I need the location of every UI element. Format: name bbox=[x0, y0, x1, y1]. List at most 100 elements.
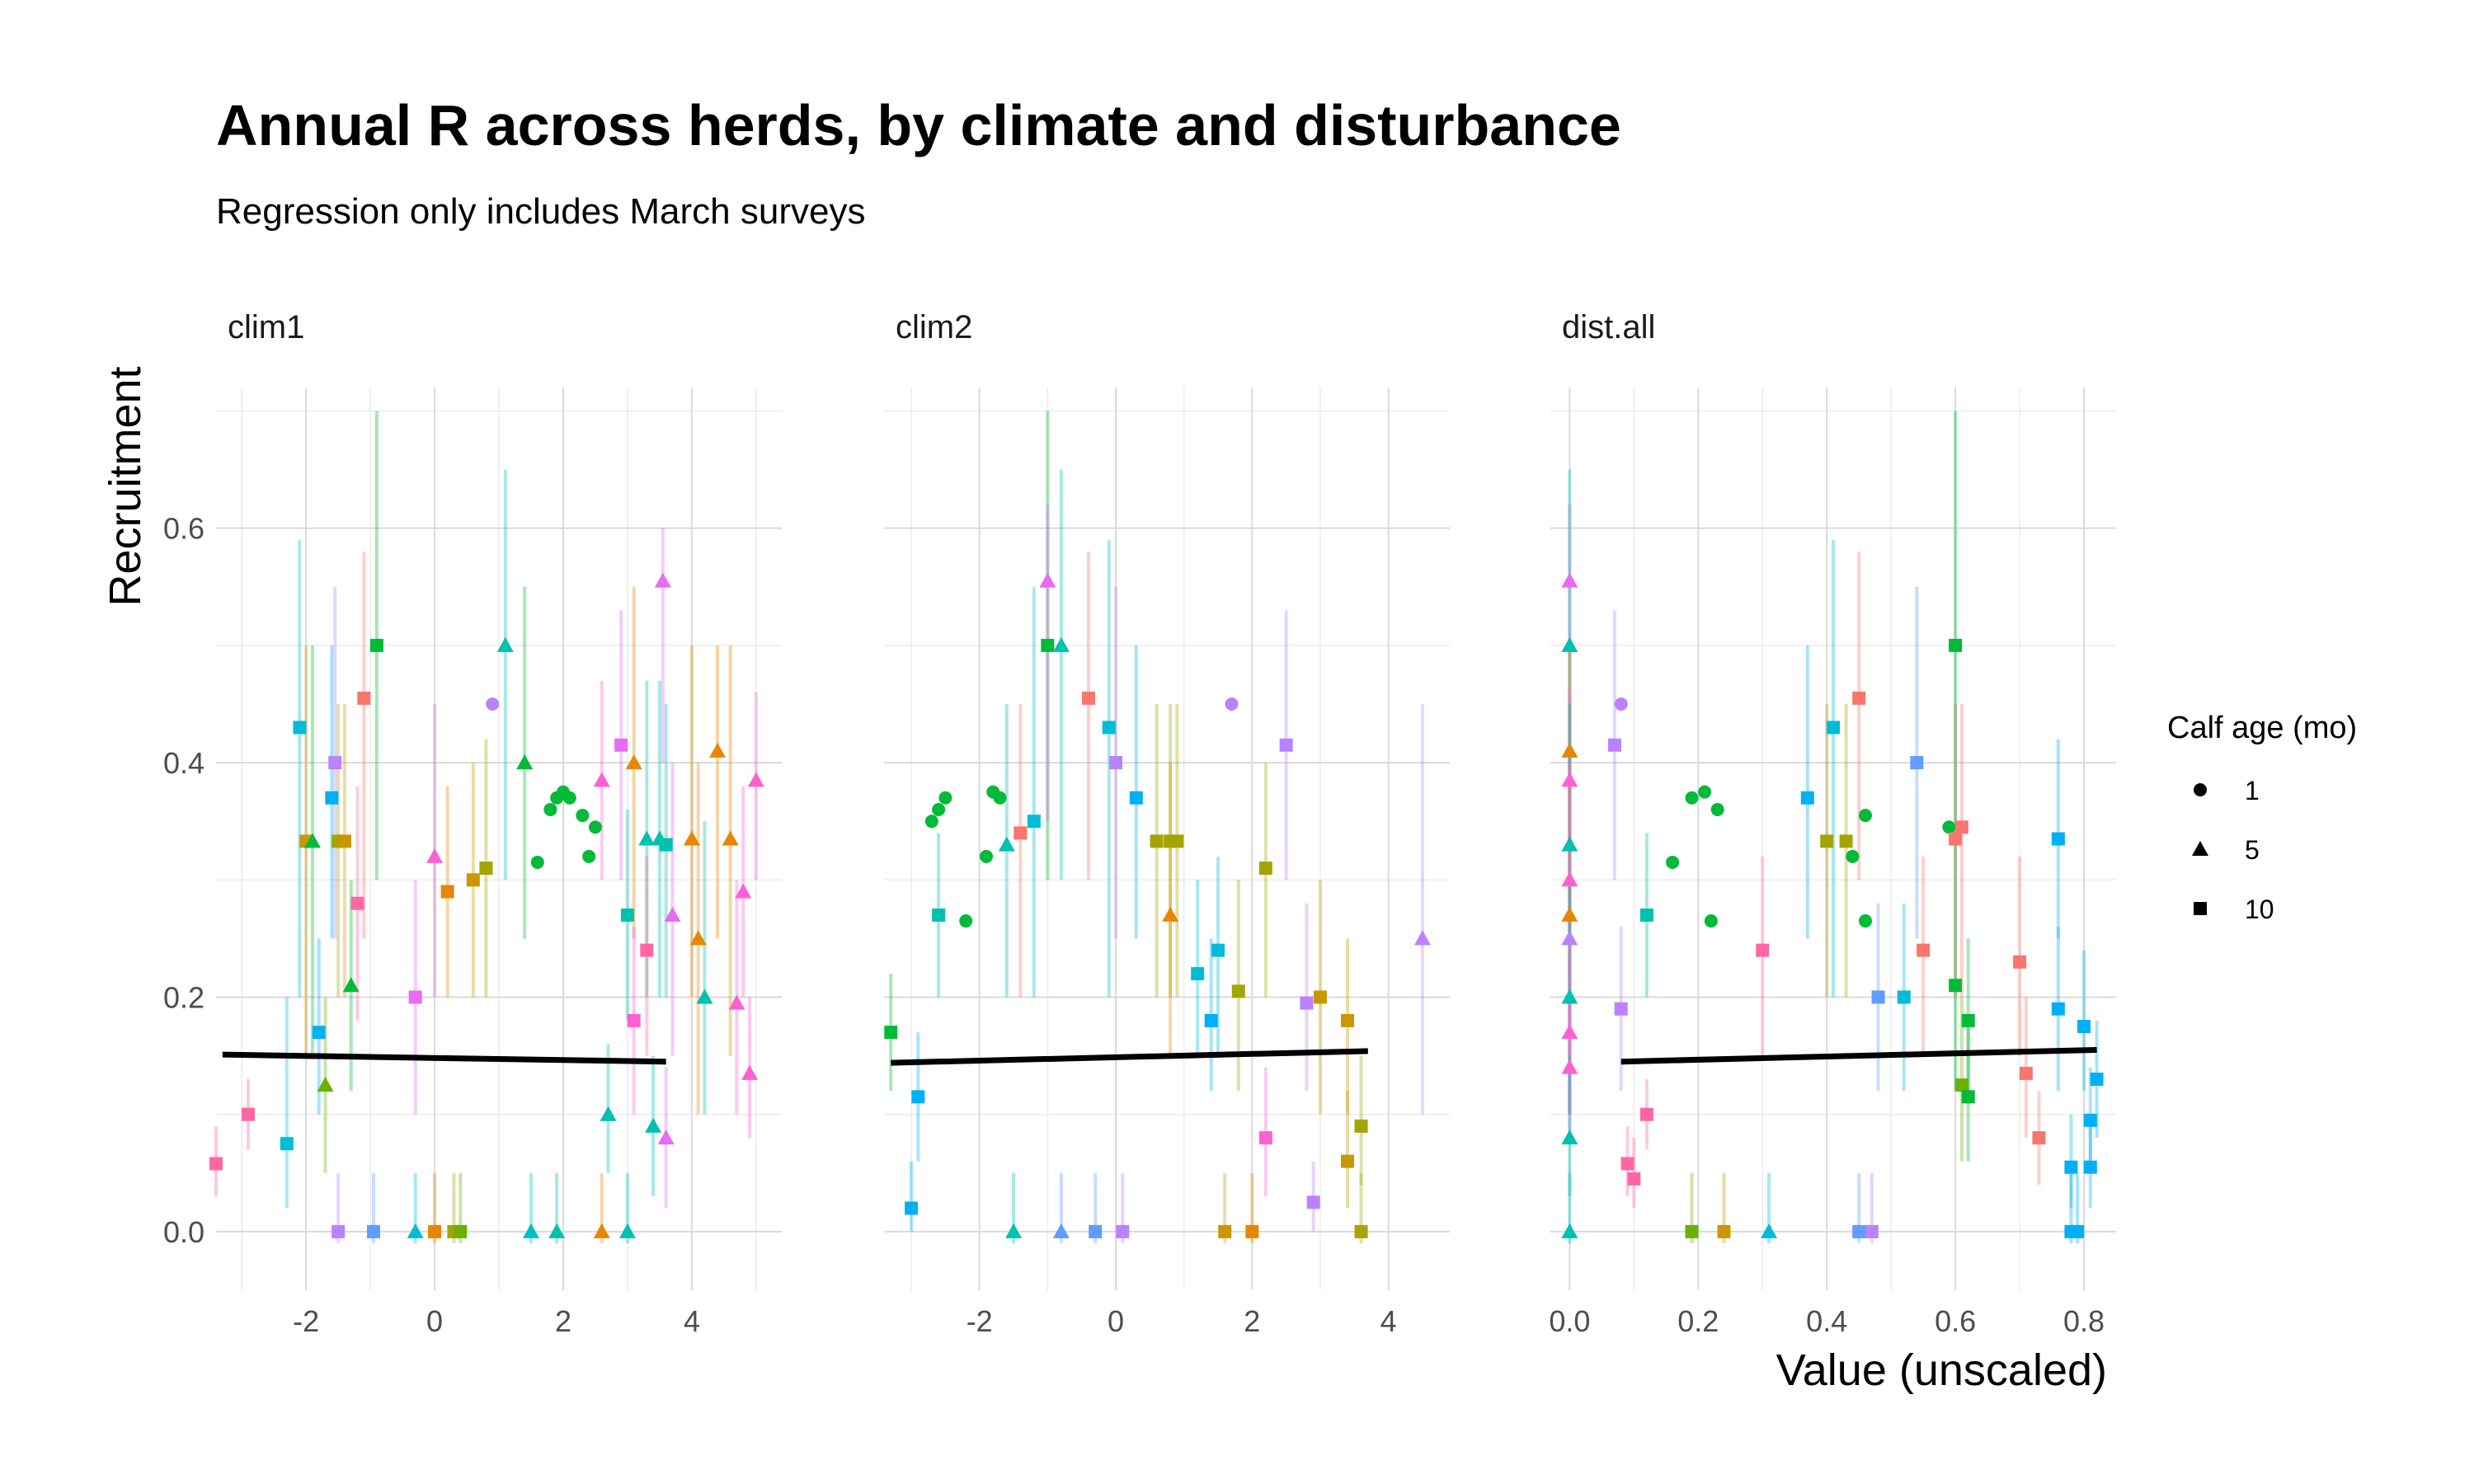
data-point bbox=[516, 754, 534, 770]
data-point bbox=[993, 791, 1007, 805]
data-point bbox=[2090, 1073, 2104, 1087]
data-point bbox=[2083, 1113, 2097, 1127]
data-point bbox=[479, 862, 493, 876]
data-point bbox=[1561, 1024, 1578, 1040]
legend-label: 1 bbox=[2245, 776, 2260, 805]
data-point bbox=[905, 1201, 919, 1215]
data-point bbox=[1561, 572, 1578, 588]
data-point bbox=[638, 830, 656, 846]
data-point bbox=[664, 906, 681, 922]
data-point bbox=[1639, 1107, 1653, 1121]
data-point bbox=[325, 791, 339, 805]
x-tick-label: 2 bbox=[1244, 1304, 1260, 1338]
data-point bbox=[1027, 815, 1041, 829]
x-tick-label: 0.0 bbox=[1549, 1304, 1590, 1338]
data-point bbox=[1109, 756, 1123, 770]
data-point bbox=[625, 754, 642, 770]
data-point bbox=[369, 638, 383, 652]
x-tick-label: 2 bbox=[555, 1304, 571, 1338]
panel-strip-label: clim1 bbox=[228, 309, 304, 345]
data-point bbox=[293, 721, 307, 735]
panel-strip-label: dist.all bbox=[1562, 309, 1655, 345]
data-point bbox=[1839, 834, 1853, 848]
data-point bbox=[357, 691, 371, 705]
data-point bbox=[1852, 691, 1866, 705]
panel-clim1: 0.0 0.2 0.4 0.6 -2 0 2 4 clim1 bbox=[163, 309, 782, 1338]
data-point bbox=[1961, 1013, 1975, 1027]
legend-label: 10 bbox=[2245, 895, 2274, 924]
regression-line bbox=[1620, 1046, 2097, 1065]
data-point bbox=[1231, 984, 1245, 998]
data-point bbox=[747, 772, 764, 787]
legend-title: Calf age (mo) bbox=[2167, 711, 2357, 745]
x-tick-label: 0.4 bbox=[1806, 1304, 1847, 1338]
data-point bbox=[576, 809, 590, 823]
data-point bbox=[342, 977, 360, 993]
data-point bbox=[1910, 756, 1924, 770]
data-point bbox=[1129, 791, 1143, 805]
data-point bbox=[562, 791, 576, 805]
data-point bbox=[924, 815, 938, 829]
data-point bbox=[1827, 721, 1840, 735]
data-point bbox=[735, 883, 752, 899]
y-tick-label: 0.6 bbox=[163, 512, 205, 546]
legend: Calf age (mo) 1 5 10 bbox=[2167, 711, 2357, 924]
y-tick-label: 0.0 bbox=[163, 1215, 205, 1249]
data-point bbox=[959, 914, 973, 928]
data-point bbox=[593, 772, 610, 787]
data-point bbox=[1717, 1224, 1731, 1238]
data-point bbox=[2051, 832, 2065, 846]
data-point bbox=[618, 1223, 636, 1238]
data-point bbox=[1089, 1224, 1103, 1238]
data-point bbox=[1561, 906, 1578, 922]
regression-line bbox=[222, 1051, 666, 1065]
data-point bbox=[1871, 990, 1885, 1004]
data-point bbox=[979, 849, 993, 863]
data-point bbox=[1306, 1195, 1320, 1209]
data-point bbox=[1710, 802, 1724, 816]
data-point bbox=[1954, 1078, 1968, 1092]
data-point bbox=[486, 697, 500, 711]
data-point bbox=[1607, 738, 1621, 752]
data-point bbox=[1279, 738, 1293, 752]
data-point bbox=[332, 1224, 346, 1238]
data-point bbox=[1081, 691, 1095, 705]
data-point bbox=[1561, 636, 1578, 652]
legend-key-triangle bbox=[2192, 841, 2208, 856]
data-point bbox=[1961, 1090, 1975, 1104]
data-point bbox=[548, 1223, 566, 1238]
data-point bbox=[1341, 1154, 1355, 1168]
data-point bbox=[1561, 742, 1578, 758]
data-point bbox=[1917, 943, 1931, 957]
data-point bbox=[657, 1129, 675, 1145]
data-point bbox=[1704, 914, 1718, 928]
x-tick-label: 4 bbox=[1380, 1304, 1397, 1338]
data-point bbox=[1245, 1224, 1259, 1238]
data-point bbox=[741, 1064, 759, 1080]
data-point bbox=[2083, 1160, 2097, 1174]
x-tick-label: 4 bbox=[684, 1304, 700, 1338]
data-point bbox=[2013, 955, 2027, 969]
data-point bbox=[1561, 836, 1578, 852]
data-point bbox=[1954, 820, 1968, 834]
data-point bbox=[209, 1157, 223, 1171]
data-point bbox=[1561, 1129, 1578, 1145]
data-point bbox=[2064, 1160, 2078, 1174]
data-point bbox=[582, 849, 596, 863]
data-point bbox=[998, 836, 1015, 852]
data-point bbox=[2064, 1224, 2078, 1238]
data-point bbox=[1014, 826, 1028, 840]
legend-key-circle bbox=[2194, 783, 2207, 796]
data-point bbox=[1614, 1002, 1628, 1016]
data-point bbox=[426, 848, 444, 863]
data-point bbox=[2051, 1002, 2065, 1016]
data-point bbox=[1949, 638, 1963, 652]
data-point bbox=[1561, 772, 1578, 787]
x-tick-label: -2 bbox=[967, 1304, 993, 1338]
data-point bbox=[1313, 990, 1327, 1004]
data-point bbox=[1354, 1119, 1368, 1133]
data-point bbox=[1204, 1013, 1218, 1027]
data-point bbox=[1685, 1224, 1699, 1238]
panel-clim2: -2 0 2 4 clim2 bbox=[884, 309, 1450, 1338]
data-point bbox=[1698, 785, 1712, 799]
